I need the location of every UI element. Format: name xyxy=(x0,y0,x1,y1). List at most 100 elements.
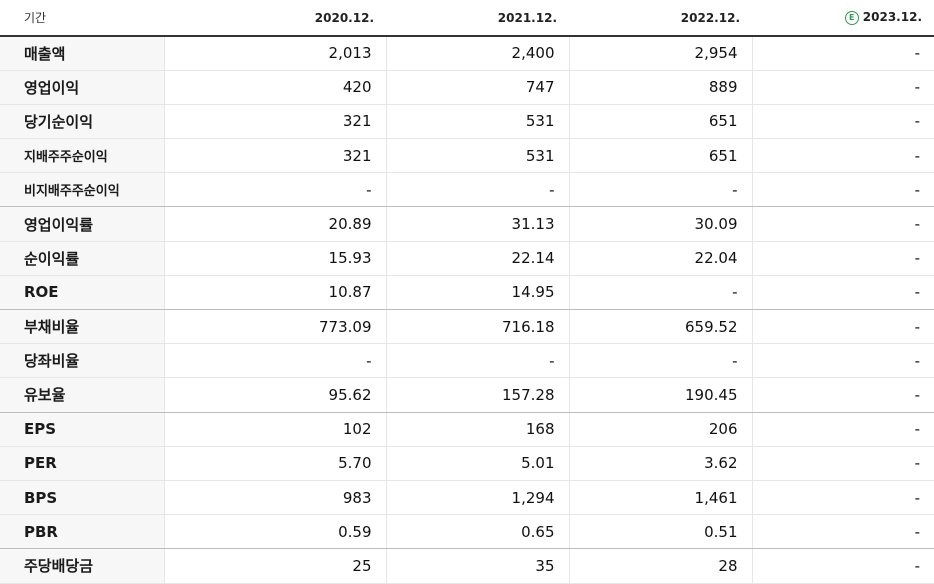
cell: - xyxy=(751,275,934,311)
column-header-label: 2023.12. xyxy=(862,10,922,24)
row-label: ROE xyxy=(0,275,164,311)
table-header-row: 기간 2020.12. 2021.12. 2022.12. E 2023.12. xyxy=(0,0,934,37)
table-row: 당좌비율 - - - - xyxy=(0,343,934,379)
row-label: PBR xyxy=(0,514,164,550)
row-label: 영업이익 xyxy=(0,70,164,105)
row-label: 순이익률 xyxy=(0,241,164,276)
table-row: EPS 102 168 206- xyxy=(0,412,934,447)
cell: 0.59 xyxy=(163,514,386,550)
table-row: 지배주주순이익 321 531 651- xyxy=(0,138,934,174)
table-row: 당기순이익 321 531 651- xyxy=(0,104,934,140)
cell: 31.13 xyxy=(385,206,569,242)
cell: 651 xyxy=(568,104,752,140)
row-label: EPS xyxy=(0,412,164,447)
cell: - xyxy=(751,480,934,516)
cell: - xyxy=(751,343,934,379)
cell: 0.51 xyxy=(568,514,752,550)
cell: 206 xyxy=(568,412,752,447)
cell: 35 xyxy=(385,548,569,584)
cell: 14.95 xyxy=(385,275,569,311)
cell: - xyxy=(751,514,934,550)
cell: - xyxy=(751,446,934,481)
row-label: 유보율 xyxy=(0,377,164,413)
cell: - xyxy=(751,36,934,71)
cell: 659.52 xyxy=(568,309,752,345)
cell: - xyxy=(751,138,934,174)
row-label: 당기순이익 xyxy=(0,104,164,140)
table-row: 비지배주주순이익 - - - - xyxy=(0,172,934,208)
cell: 2,954 xyxy=(568,36,752,71)
cell: 28 xyxy=(568,548,752,584)
cell: 22.04 xyxy=(568,241,752,276)
column-header: 2021.12. xyxy=(386,0,569,37)
cell: 5.01 xyxy=(385,446,569,481)
cell: - xyxy=(568,275,752,311)
cell: - xyxy=(568,343,752,379)
table-row: 영업이익 420 747 889- xyxy=(0,70,934,105)
cell: 773.09 xyxy=(163,309,386,345)
cell: 747 xyxy=(385,70,569,105)
cell: 1,294 xyxy=(385,480,569,516)
cell: 157.28 xyxy=(385,377,569,413)
cell: 2,013 xyxy=(163,36,386,71)
table-row: 주당배당금 25 35 28- xyxy=(0,548,934,584)
column-header-estimate: E 2023.12. xyxy=(752,0,934,37)
cell: 0.65 xyxy=(385,514,569,550)
cell: - xyxy=(163,172,386,208)
cell: - xyxy=(751,377,934,413)
table-row: 부채비율 773.09 716.18 659.52- xyxy=(0,309,934,345)
cell: 531 xyxy=(385,104,569,140)
cell: - xyxy=(751,412,934,447)
cell: 3.62 xyxy=(568,446,752,481)
cell: 95.62 xyxy=(163,377,386,413)
cell: 1,461 xyxy=(568,480,752,516)
cell: 168 xyxy=(385,412,569,447)
cell: 2,400 xyxy=(385,36,569,71)
row-label: 주당배당금 xyxy=(0,548,164,584)
cell: 25 xyxy=(163,548,386,584)
table-row: ROE 10.87 14.95- - xyxy=(0,275,934,311)
row-label: 당좌비율 xyxy=(0,343,164,379)
cell: 190.45 xyxy=(568,377,752,413)
cell: - xyxy=(751,104,934,140)
cell: 651 xyxy=(568,138,752,174)
column-header: 2022.12. xyxy=(569,0,752,37)
row-label: 영업이익률 xyxy=(0,206,164,242)
cell: - xyxy=(751,172,934,208)
period-header: 기간 xyxy=(0,0,164,37)
estimate-badge-icon: E xyxy=(844,11,859,25)
cell: 983 xyxy=(163,480,386,516)
cell: - xyxy=(163,343,386,379)
row-label: 부채비율 xyxy=(0,309,164,345)
table-row: 유보율 95.62 157.28 190.45- xyxy=(0,377,934,413)
table-row: BPS 983 1,294 1,461- xyxy=(0,480,934,516)
table-row: 영업이익률 20.89 31.13 30.09- xyxy=(0,206,934,242)
cell: 716.18 xyxy=(385,309,569,345)
row-label: 지배주주순이익 xyxy=(0,138,164,174)
cell: 30.09 xyxy=(568,206,752,242)
cell: 102 xyxy=(163,412,386,447)
cell: 5.70 xyxy=(163,446,386,481)
table-row: PER 5.70 5.01 3.62- xyxy=(0,446,934,481)
cell: - xyxy=(385,343,569,379)
cell: - xyxy=(385,172,569,208)
column-header: 2020.12. xyxy=(164,0,386,37)
cell: - xyxy=(751,206,934,242)
cell: 10.87 xyxy=(163,275,386,311)
cell: 420 xyxy=(163,70,386,105)
row-label: BPS xyxy=(0,480,164,516)
row-label: 매출액 xyxy=(0,36,164,71)
cell: 15.93 xyxy=(163,241,386,276)
cell: - xyxy=(568,172,752,208)
cell: - xyxy=(751,548,934,584)
table-row: 매출액 2,013 2,400 2,954- xyxy=(0,36,934,71)
cell: 22.14 xyxy=(385,241,569,276)
cell: 889 xyxy=(568,70,752,105)
table-row: PBR 0.59 0.65 0.51- xyxy=(0,514,934,550)
cell: - xyxy=(751,309,934,345)
cell: - xyxy=(751,241,934,276)
cell: 20.89 xyxy=(163,206,386,242)
row-label: 비지배주주순이익 xyxy=(0,172,164,208)
cell: 531 xyxy=(385,138,569,174)
